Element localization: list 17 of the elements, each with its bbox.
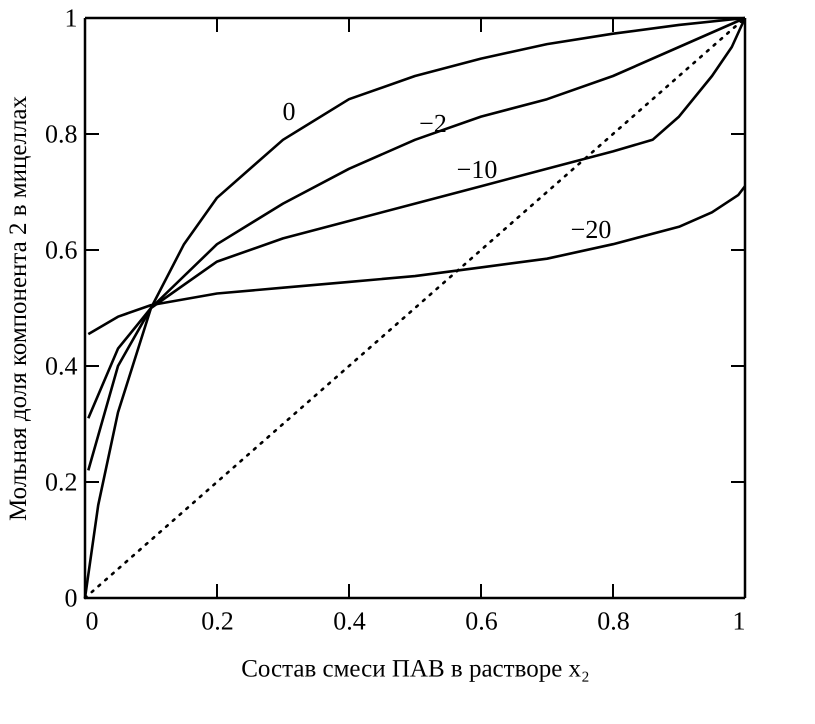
series-label: −10 bbox=[456, 155, 498, 184]
series-label: −20 bbox=[570, 215, 612, 244]
y-axis-title: Мольная доля компонента 2 в мицеллах bbox=[5, 95, 32, 522]
y-tick-label: 0.6 bbox=[45, 236, 78, 264]
x-tick-label: 0.8 bbox=[597, 606, 630, 636]
y-tick-label: 1 bbox=[64, 4, 78, 32]
x-tick-label: 0.6 bbox=[465, 606, 498, 636]
x-tick-label: 1 bbox=[732, 606, 746, 636]
y-tick-label: 0.8 bbox=[45, 120, 78, 148]
y-tick-label: 0 bbox=[64, 584, 78, 612]
y-tick-label: 0.2 bbox=[45, 468, 78, 496]
x-tick-label: 0 bbox=[86, 606, 98, 636]
series-label: 0 bbox=[282, 96, 296, 126]
x-axis-title: Состав смеси ПАВ в растворе x₂ bbox=[241, 656, 590, 682]
y-tick-label: 0.4 bbox=[45, 352, 78, 380]
x-tick-label: 0.2 bbox=[201, 606, 234, 636]
x-tick-label: 0.4 bbox=[333, 606, 366, 636]
